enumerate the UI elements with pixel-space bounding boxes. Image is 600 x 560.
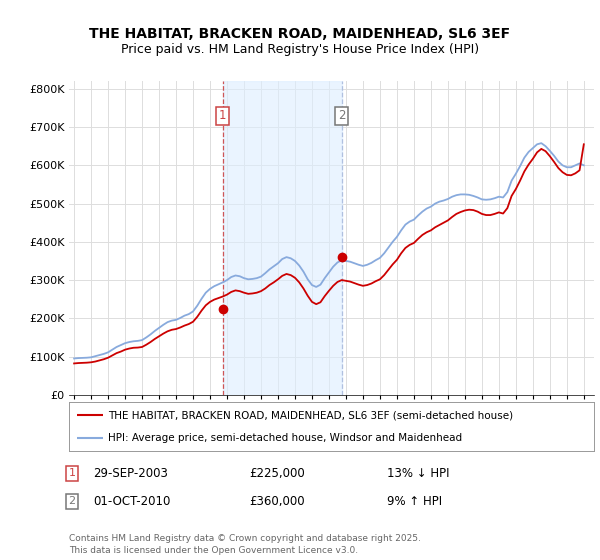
Text: 13% ↓ HPI: 13% ↓ HPI <box>387 466 449 480</box>
Text: Price paid vs. HM Land Registry's House Price Index (HPI): Price paid vs. HM Land Registry's House … <box>121 43 479 56</box>
Bar <box>223 81 341 395</box>
Text: £225,000: £225,000 <box>249 466 305 480</box>
Text: £360,000: £360,000 <box>249 494 305 508</box>
Text: 2: 2 <box>338 109 346 122</box>
Text: THE HABITAT, BRACKEN ROAD, MAIDENHEAD, SL6 3EF (semi-detached house): THE HABITAT, BRACKEN ROAD, MAIDENHEAD, S… <box>109 410 514 421</box>
Text: 29-SEP-2003: 29-SEP-2003 <box>93 466 168 480</box>
Text: 9% ↑ HPI: 9% ↑ HPI <box>387 494 442 508</box>
Text: 1: 1 <box>68 468 76 478</box>
Text: THE HABITAT, BRACKEN ROAD, MAIDENHEAD, SL6 3EF: THE HABITAT, BRACKEN ROAD, MAIDENHEAD, S… <box>89 27 511 41</box>
Text: HPI: Average price, semi-detached house, Windsor and Maidenhead: HPI: Average price, semi-detached house,… <box>109 433 463 444</box>
Text: Contains HM Land Registry data © Crown copyright and database right 2025.
This d: Contains HM Land Registry data © Crown c… <box>69 534 421 555</box>
Text: 2: 2 <box>68 496 76 506</box>
Text: 01-OCT-2010: 01-OCT-2010 <box>93 494 170 508</box>
Text: 1: 1 <box>219 109 227 122</box>
